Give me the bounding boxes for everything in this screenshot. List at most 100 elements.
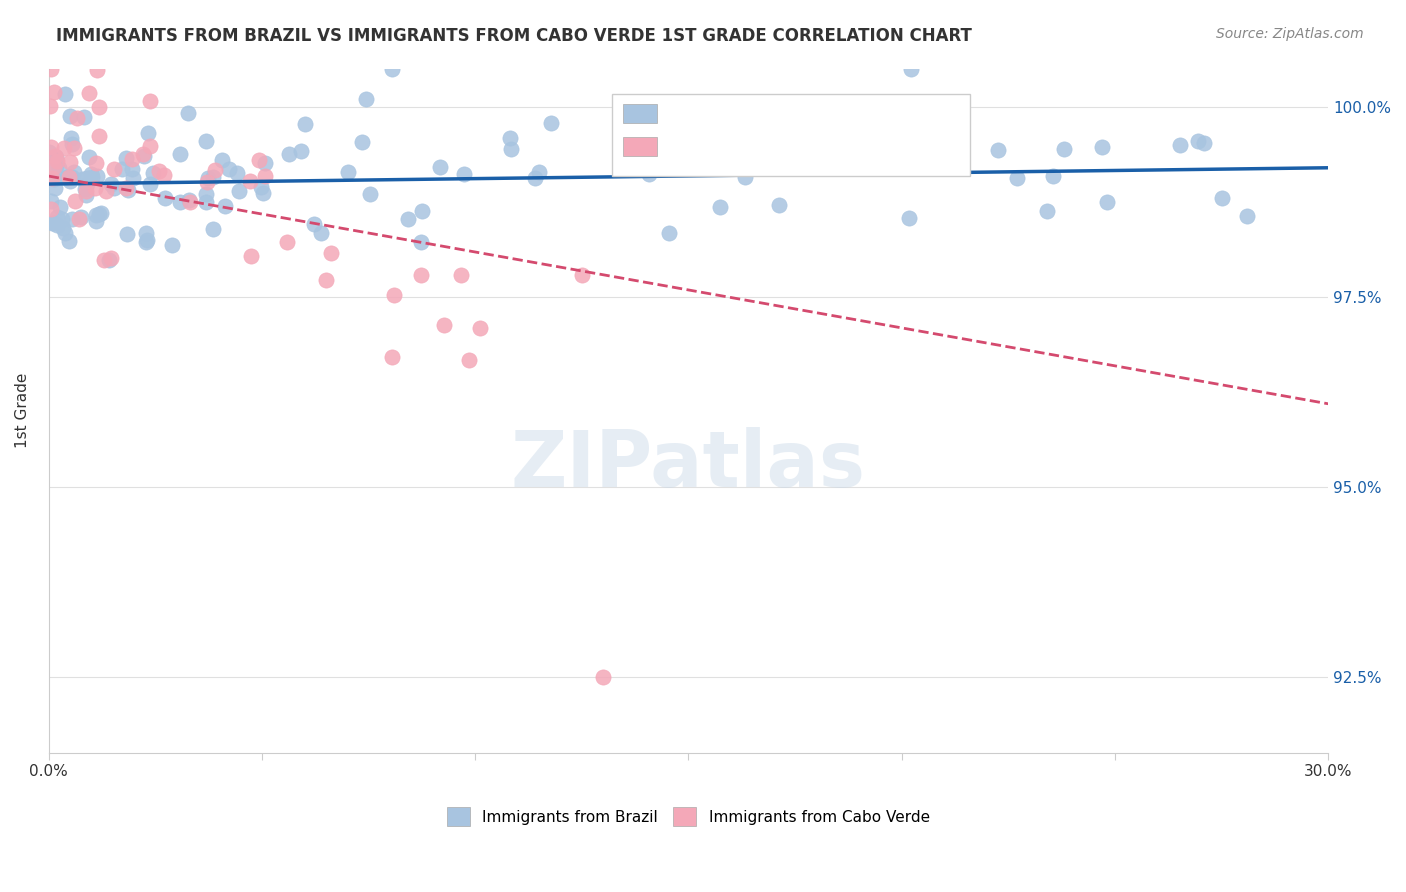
Point — [195, 187, 218, 202]
Point — [39, 139, 62, 153]
Point — [354, 91, 377, 105]
Point — [80, 169, 103, 184]
Point — [59, 109, 82, 123]
Text: N =: N = — [825, 142, 865, 160]
Point — [48, 161, 70, 176]
Point — [177, 106, 200, 120]
Point — [134, 149, 156, 163]
Point — [1194, 136, 1216, 150]
Point — [527, 164, 550, 178]
Point — [67, 211, 90, 226]
Point — [277, 146, 299, 161]
Point — [153, 191, 176, 205]
Point — [142, 166, 165, 180]
Point — [114, 151, 136, 165]
Point — [56, 169, 79, 184]
Point — [411, 204, 433, 219]
Point — [44, 148, 66, 162]
Point — [39, 194, 62, 209]
Point — [138, 177, 160, 191]
Point — [46, 153, 69, 168]
Point — [194, 195, 217, 210]
Point — [228, 184, 250, 198]
Text: 0.117: 0.117 — [727, 109, 783, 127]
Point — [56, 171, 79, 186]
Point — [59, 174, 82, 188]
Point — [201, 222, 224, 236]
Point — [254, 169, 277, 183]
Y-axis label: 1st Grade: 1st Grade — [15, 373, 30, 449]
Text: IMMIGRANTS FROM BRAZIL VS IMMIGRANTS FROM CABO VERDE 1ST GRADE CORRELATION CHART: IMMIGRANTS FROM BRAZIL VS IMMIGRANTS FRO… — [56, 27, 972, 45]
Point — [42, 160, 65, 174]
Point — [1091, 140, 1114, 154]
Point — [41, 216, 63, 230]
Point — [139, 138, 162, 153]
Point — [571, 268, 593, 283]
Point — [90, 206, 112, 220]
Point — [411, 235, 433, 249]
Point — [214, 199, 236, 213]
Point — [252, 186, 274, 200]
Point — [382, 288, 405, 302]
Point — [658, 226, 681, 240]
Point — [1042, 169, 1064, 183]
Point — [179, 194, 201, 208]
Point — [276, 235, 298, 249]
Point — [42, 216, 65, 230]
Point — [38, 145, 60, 159]
Point — [540, 116, 562, 130]
Point — [179, 194, 201, 209]
Point — [336, 165, 359, 179]
Point — [381, 350, 404, 364]
Point — [100, 178, 122, 192]
Point — [638, 167, 661, 181]
Point — [211, 153, 233, 167]
Point — [75, 181, 97, 195]
Point — [453, 167, 475, 181]
Point — [254, 155, 277, 169]
Point — [80, 167, 103, 181]
Point — [93, 252, 115, 267]
Point — [87, 128, 110, 143]
Point — [53, 87, 76, 102]
Point — [75, 184, 97, 198]
Point — [39, 98, 62, 112]
Point — [352, 135, 374, 149]
Point — [63, 194, 86, 208]
Point — [319, 245, 342, 260]
Text: R =: R = — [668, 142, 707, 160]
Point — [66, 111, 89, 125]
Point — [1168, 138, 1191, 153]
Point — [900, 62, 922, 76]
Point — [86, 63, 108, 78]
Point — [1236, 209, 1258, 223]
Point — [84, 181, 107, 195]
Point — [1005, 171, 1028, 186]
Point — [48, 200, 70, 214]
Point — [429, 160, 451, 174]
Point — [84, 214, 107, 228]
Point — [135, 233, 157, 247]
Point — [315, 273, 337, 287]
Point — [751, 152, 773, 166]
Point — [450, 268, 472, 282]
Point — [41, 170, 63, 185]
Point — [132, 146, 155, 161]
Point — [197, 175, 219, 189]
Point — [499, 130, 522, 145]
Point — [87, 207, 110, 221]
Point — [811, 138, 834, 153]
Point — [139, 94, 162, 108]
Point — [169, 194, 191, 209]
Point — [987, 144, 1010, 158]
Point — [51, 212, 73, 227]
Point — [201, 169, 224, 184]
Point — [359, 187, 381, 202]
Point — [53, 141, 76, 155]
Point — [84, 156, 107, 170]
Text: ZIPatlas: ZIPatlas — [510, 427, 866, 503]
Point — [309, 226, 332, 240]
Point — [42, 171, 65, 186]
Point — [380, 62, 402, 76]
Point — [45, 159, 67, 173]
